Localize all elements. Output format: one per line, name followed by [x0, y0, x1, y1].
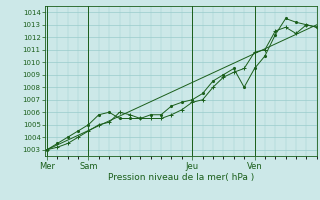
X-axis label: Pression niveau de la mer( hPa ): Pression niveau de la mer( hPa ): [108, 173, 254, 182]
